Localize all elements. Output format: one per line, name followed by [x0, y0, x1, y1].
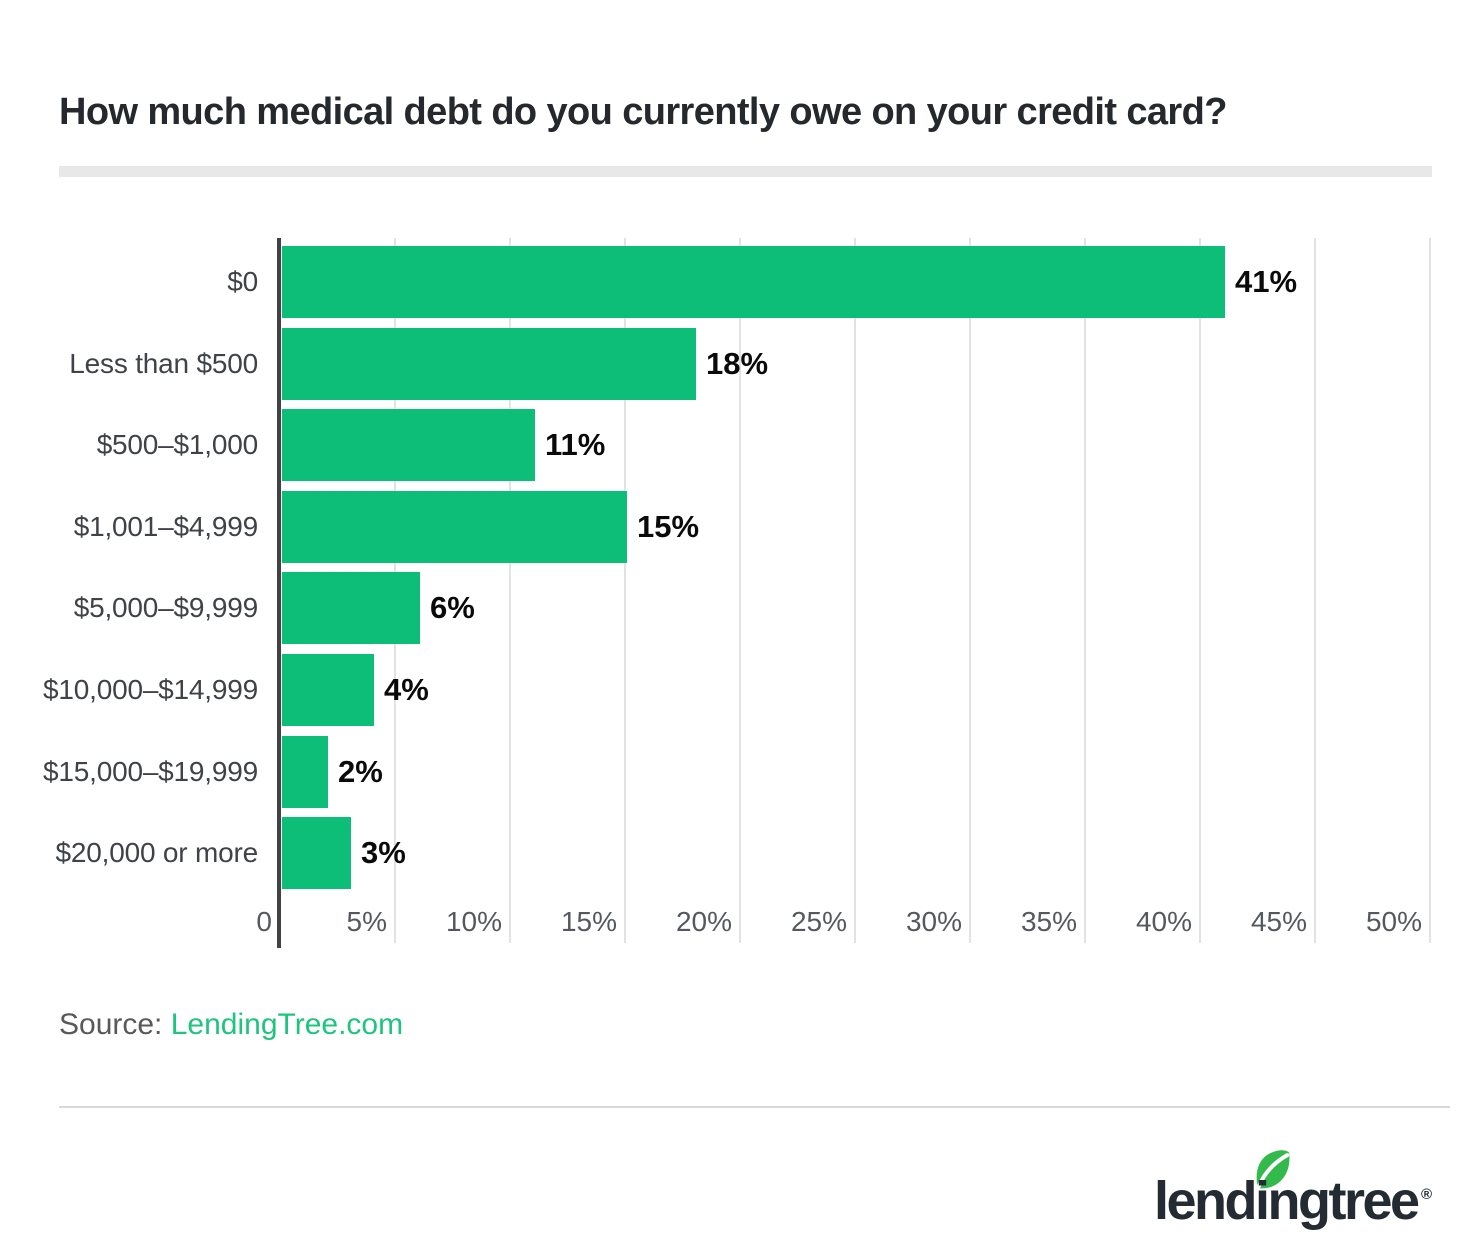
value-label: 41% [1235, 264, 1298, 299]
x-tick-label: 45% [1250, 906, 1307, 937]
x-tick-label: 0 [256, 906, 272, 937]
gridline [1314, 238, 1316, 943]
x-tick-label: 10% [445, 906, 502, 937]
category-label: $500–$1,000 [96, 429, 259, 460]
gridline [624, 238, 626, 943]
source-link[interactable]: LendingTree.com [170, 1008, 404, 1041]
value-label: 6% [430, 590, 475, 625]
leaf-icon [1256, 1150, 1290, 1189]
gridline [1429, 238, 1431, 943]
category-label: Less than $500 [69, 348, 258, 379]
footer-divider [59, 1106, 1450, 1108]
bar [282, 328, 696, 400]
value-label: 18% [706, 346, 769, 381]
bar [282, 736, 328, 808]
lendingtree-logo: lendingtree ® [1154, 1146, 1454, 1246]
title-underline-strip [59, 166, 1432, 177]
gridline [509, 238, 511, 943]
x-tick-label: 30% [905, 906, 962, 937]
value-label: 3% [361, 835, 406, 870]
x-tick-label: 5% [346, 906, 387, 937]
bar [282, 572, 420, 644]
gridline [739, 238, 741, 943]
x-tick-label: 15% [560, 906, 617, 937]
value-label: 11% [545, 427, 606, 462]
category-label: $15,000–$19,999 [43, 756, 258, 787]
logo-wordmark: lendingtree [1154, 1171, 1420, 1231]
value-label: 15% [637, 509, 700, 544]
gridline [969, 238, 971, 943]
bar-chart: $0 41% Less than $500 18% $500–$1,000 11% $1,0… [43, 238, 1431, 948]
gridline [854, 238, 856, 943]
gridline [1199, 238, 1201, 943]
category-label: $10,000–$14,999 [43, 674, 258, 705]
category-label: $0 [227, 266, 258, 297]
y-axis-line [277, 238, 281, 948]
value-label: 4% [384, 672, 429, 707]
x-tick-label: 25% [790, 906, 847, 937]
bar [282, 654, 374, 726]
x-tick-label: 35% [1020, 906, 1077, 937]
x-tick-label: 40% [1135, 906, 1192, 937]
x-tick-label: 20% [675, 906, 732, 937]
category-label: $1,001–$4,999 [73, 511, 258, 542]
bar [282, 817, 351, 889]
value-label: 2% [338, 754, 383, 789]
category-label: $5,000–$9,999 [73, 592, 258, 623]
bar [282, 409, 535, 481]
category-label: $20,000 or more [55, 837, 259, 868]
bar [282, 246, 1225, 318]
registered-mark: ® [1421, 1186, 1433, 1203]
source-line: Source: LendingTree.com [59, 1008, 403, 1042]
gridline [1084, 238, 1086, 943]
source-label: Source: [59, 1008, 163, 1041]
chart-title: How much medical debt do you currently o… [59, 91, 1227, 133]
x-tick-label: 50% [1365, 906, 1422, 937]
bar [282, 491, 627, 563]
